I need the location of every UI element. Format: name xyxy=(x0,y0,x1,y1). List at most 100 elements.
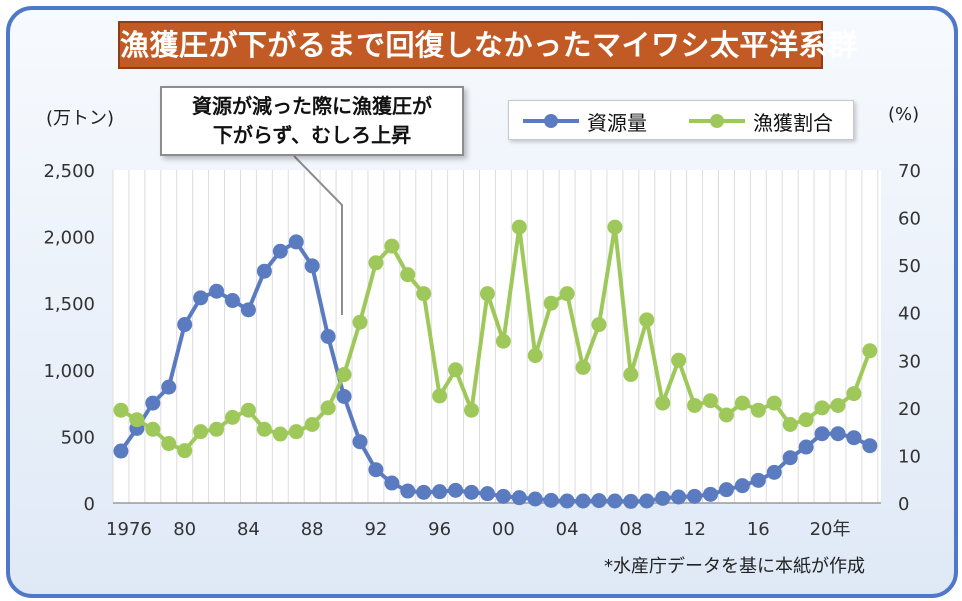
legend-stock-marker xyxy=(544,114,558,128)
stock-point xyxy=(687,488,703,504)
x-axis-tick-label: 80 xyxy=(173,519,196,540)
annotation-line-2: 下がらず、むしろ上昇 xyxy=(212,123,412,147)
x-axis-tick-label: 84 xyxy=(237,519,260,540)
catch-rate-point xyxy=(639,312,655,328)
catch-rate-point xyxy=(814,400,830,416)
stock-point xyxy=(655,490,671,506)
catch-rate-point xyxy=(718,407,734,423)
left-axis-tick-label: 2,500 xyxy=(43,161,95,182)
catch-rate-point xyxy=(527,348,543,364)
stock-point xyxy=(543,492,559,508)
stock-point xyxy=(416,484,432,500)
legend-catch-marker xyxy=(710,114,724,128)
annotation-callout: 資源が減った際に漁獲圧が 下がらず、むしろ上昇 xyxy=(160,86,464,156)
catch-rate-point xyxy=(145,421,161,437)
left-axis-tick-label: 1,000 xyxy=(43,361,95,382)
catch-rate-point xyxy=(193,424,209,440)
catch-rate-point xyxy=(575,359,591,375)
stock-point xyxy=(527,491,543,507)
catch-rate-point xyxy=(607,219,623,235)
stock-point xyxy=(432,484,448,500)
catch-rate-point xyxy=(750,402,766,418)
stock-point xyxy=(161,379,177,395)
stock-point xyxy=(479,486,495,502)
catch-rate-point xyxy=(336,367,352,383)
catch-rate-point xyxy=(400,267,416,283)
catch-rate-point xyxy=(416,286,432,302)
stock-point xyxy=(750,472,766,488)
x-axis-tick-label: 96 xyxy=(428,519,451,540)
catch-rate-point xyxy=(352,314,368,330)
x-axis-tick-label: 08 xyxy=(619,519,642,540)
stock-point xyxy=(209,283,225,299)
catch-rate-point xyxy=(543,295,559,311)
stock-point xyxy=(368,462,384,478)
x-axis-tick-label: 12 xyxy=(683,519,706,540)
stock-point xyxy=(304,258,320,274)
catch-rate-point xyxy=(448,362,464,378)
catch-rate-point xyxy=(862,343,878,359)
catch-rate-point xyxy=(209,421,225,437)
chart-title: 漁獲圧が下がるまで回復しなかったマイワシ太平洋系群 xyxy=(118,21,857,69)
stock-point xyxy=(607,493,623,509)
right-axis-tick-label: 70 xyxy=(898,161,921,182)
legend-stock-label: 資源量 xyxy=(587,111,647,135)
right-axis-tick-label: 30 xyxy=(898,351,921,372)
catch-rate-point xyxy=(846,386,862,402)
stock-point xyxy=(846,430,862,446)
stock-point xyxy=(766,464,782,480)
stock-point xyxy=(495,488,511,504)
catch-rate-point xyxy=(798,412,814,428)
catch-rate-point xyxy=(623,367,639,383)
stock-point xyxy=(798,439,814,455)
catch-rate-point xyxy=(304,417,320,433)
catch-rate-point xyxy=(703,393,719,409)
stock-point xyxy=(782,450,798,466)
source-note: *水産庁データを基に本紙が作成 xyxy=(604,556,865,577)
legend: 資源量 漁獲割合 xyxy=(508,100,854,140)
catch-rate-point xyxy=(671,352,687,368)
right-axis-unit: (%) xyxy=(888,104,920,125)
x-axis-tick-label: 04 xyxy=(556,519,579,540)
right-axis-tick-label: 10 xyxy=(898,446,921,467)
stock-point xyxy=(623,493,639,509)
catch-rate-point xyxy=(320,400,336,416)
stock-point xyxy=(448,482,464,498)
catch-rate-point xyxy=(766,395,782,411)
right-axis-tick-label: 20 xyxy=(898,399,921,420)
stock-point xyxy=(718,482,734,498)
catch-rate-point xyxy=(734,395,750,411)
catch-rate-point xyxy=(655,395,671,411)
stock-point xyxy=(830,426,846,442)
catch-rate-point xyxy=(782,417,798,433)
catch-rate-point xyxy=(288,424,304,440)
stock-point xyxy=(320,329,336,344)
catch-rate-point xyxy=(511,219,527,235)
catch-rate-point xyxy=(495,333,511,349)
stock-point xyxy=(225,293,241,309)
stock-point xyxy=(177,317,193,333)
left-axis-tick-label: 500 xyxy=(61,427,95,448)
right-axis-tick-label: 0 xyxy=(898,494,909,515)
catch-rate-point xyxy=(177,443,193,459)
catch-rate-point xyxy=(479,286,495,302)
catch-rate-point xyxy=(240,402,256,418)
stock-point xyxy=(272,243,288,259)
stock-point xyxy=(464,484,480,500)
stock-point xyxy=(193,290,209,306)
left-axis-tick-label: 1,500 xyxy=(43,294,95,315)
catch-rate-point xyxy=(559,286,575,302)
stock-point xyxy=(352,434,368,450)
catch-rate-point xyxy=(368,255,384,271)
left-axis-unit: (万トン) xyxy=(46,108,115,129)
annotation-pointer xyxy=(293,155,343,315)
stock-point xyxy=(336,388,352,404)
stock-point xyxy=(256,263,272,279)
legend-catch-label: 漁獲割合 xyxy=(753,111,833,135)
right-axis-tick-label: 60 xyxy=(898,209,921,230)
catch-rate-point xyxy=(129,412,145,428)
catch-rate-point xyxy=(591,317,607,333)
stock-point xyxy=(288,234,304,250)
stock-point xyxy=(113,443,129,459)
